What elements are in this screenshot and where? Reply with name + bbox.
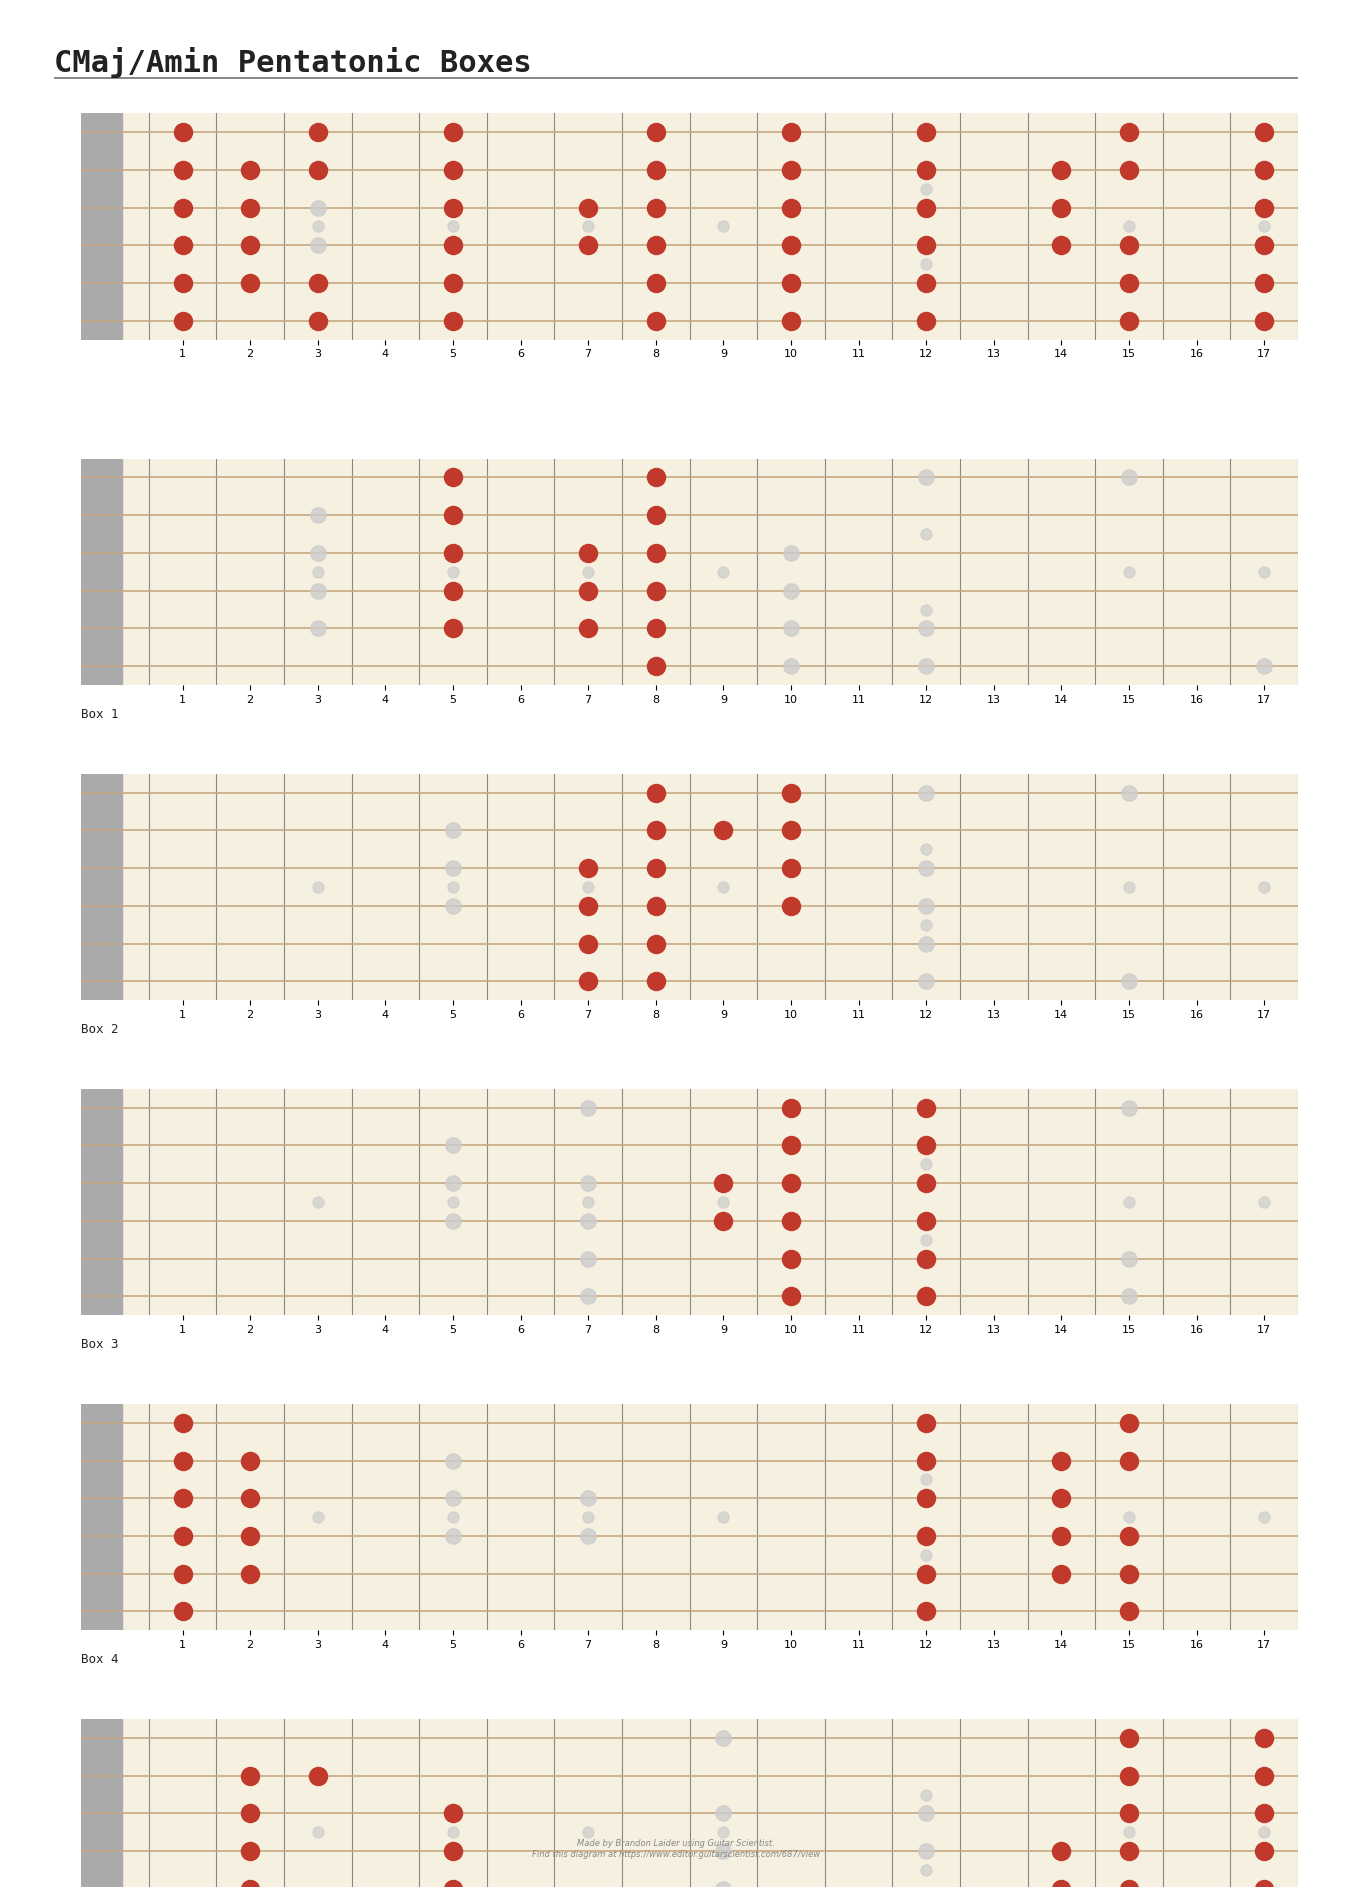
Bar (81, 774, 122, 1000)
Bar (81, 459, 122, 685)
Text: Box 3: Box 3 (81, 1338, 119, 1351)
Text: CMaj/Amin Pentatonic Boxes: CMaj/Amin Pentatonic Boxes (54, 47, 531, 77)
Bar (81, 1089, 122, 1315)
Bar (81, 113, 122, 340)
Bar (81, 1719, 122, 1887)
Text: Box 2: Box 2 (81, 1023, 119, 1036)
Text: Box 4: Box 4 (81, 1653, 119, 1666)
Text: Box 1: Box 1 (81, 708, 119, 721)
Text: Made by Brandon Laider using Guitar Scientist.
Find this diagram at https://www.: Made by Brandon Laider using Guitar Scie… (531, 1840, 821, 1859)
Bar (81, 1404, 122, 1630)
